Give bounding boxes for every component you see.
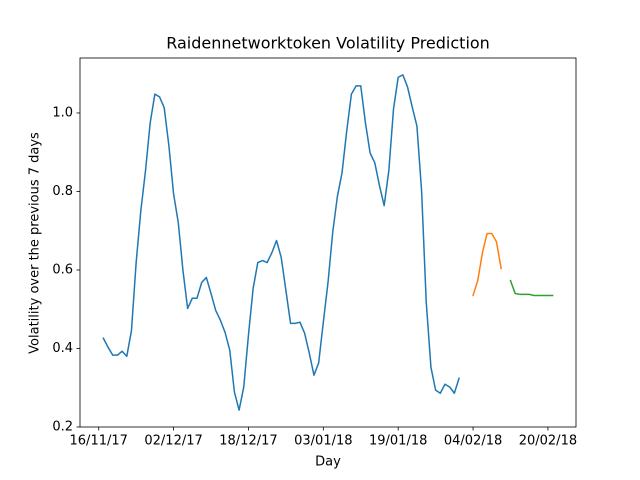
x-tick-label: 16/11/17 bbox=[70, 434, 128, 449]
plot-frame bbox=[79, 57, 577, 428]
x-tick-label: 19/01/18 bbox=[369, 434, 427, 449]
x-tick-label: 03/01/18 bbox=[294, 434, 352, 449]
line-series bbox=[102, 74, 460, 411]
x-tick-label: 02/12/17 bbox=[144, 434, 202, 449]
x-tick-label: 20/02/18 bbox=[519, 434, 577, 449]
y-tick-label: 0.8 bbox=[52, 184, 73, 199]
x-axis-label: Day bbox=[315, 455, 341, 470]
y-tick-label: 0.6 bbox=[52, 262, 73, 277]
x-tick-label: 18/12/17 bbox=[219, 434, 277, 449]
x-tick-label: 04/02/18 bbox=[444, 434, 502, 449]
line-series bbox=[509, 279, 554, 297]
y-tick-label: 0.2 bbox=[52, 420, 73, 435]
y-axis-label: Volatility over the previous 7 days bbox=[28, 132, 43, 354]
line-series bbox=[472, 232, 502, 297]
y-tick-label: 0.4 bbox=[52, 341, 73, 356]
chart-title: Raidennetworktoken Volatility Prediction bbox=[166, 34, 490, 53]
y-tick-label: 1.0 bbox=[52, 105, 73, 120]
